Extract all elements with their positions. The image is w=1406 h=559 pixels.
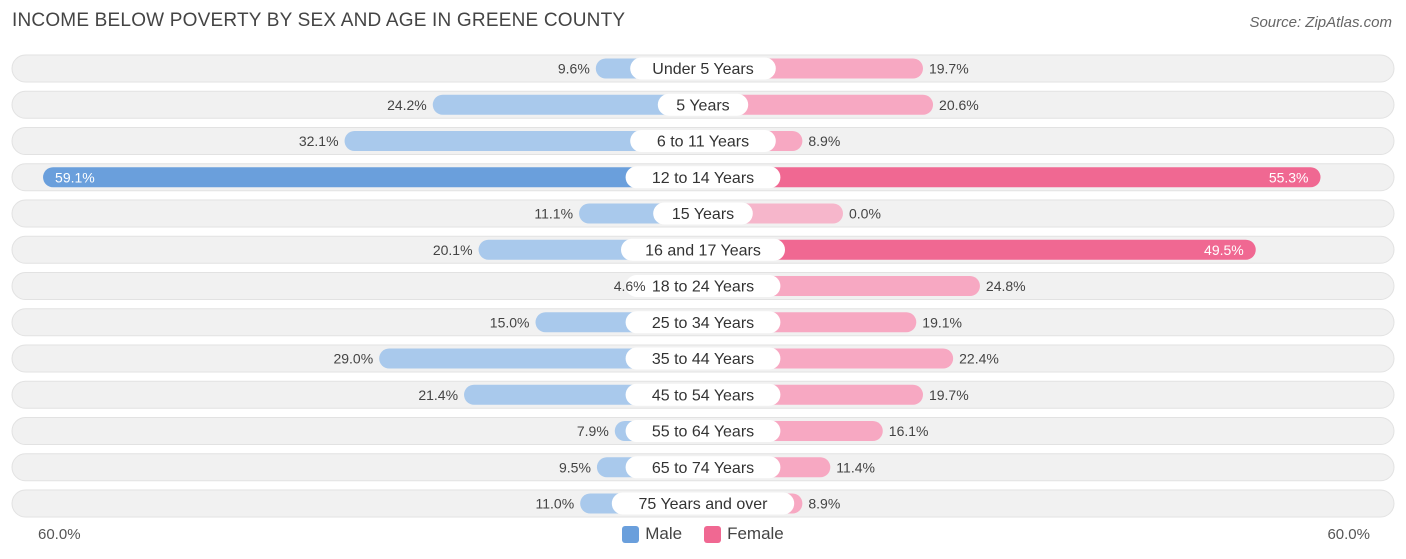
category-pill-6-to-11-years — [630, 130, 776, 152]
female-value-5-years: 20.6% — [939, 97, 979, 113]
female-value-75-years-and-over: 8.9% — [808, 496, 840, 512]
male-bar-12-to-14-years — [43, 167, 704, 188]
male-value-65-to-74-years: 9.5% — [559, 459, 591, 475]
bar-chart: Under 5 Years 9.6% 19.7% 5 Years 24.2% 20.6% 6… — [11, 54, 1395, 518]
male-value-35-to-44-years: 29.0% — [333, 351, 373, 367]
male-value-18-to-24-years: 4.6% — [614, 278, 646, 294]
category-label-25-to-34-years: 25 to 34 Years — [652, 315, 754, 332]
axis-left-label: 60.0% — [38, 526, 81, 543]
category-label-45-to-54-years: 45 to 54 Years — [652, 387, 754, 404]
category-label-65-to-74-years: 65 to 74 Years — [652, 460, 754, 477]
male-value-75-years-and-over: 11.0% — [535, 496, 574, 512]
male-value-55-to-64-years: 7.9% — [577, 423, 609, 439]
legend: Male Female — [0, 524, 1406, 544]
category-pill-18-to-24-years — [625, 275, 781, 297]
category-pill-75-years-and-over — [611, 492, 795, 515]
female-value-35-to-44-years: 22.4% — [959, 351, 999, 367]
category-label-12-to-14-years: 12 to 14 Years — [652, 170, 754, 187]
category-pill-55-to-64-years — [625, 420, 781, 442]
category-label-15-years: 15 Years — [672, 206, 734, 223]
female-value-25-to-34-years: 19.1% — [922, 314, 962, 330]
category-pill-65-to-74-years — [625, 456, 781, 479]
female-value-55-to-64-years: 16.1% — [889, 423, 929, 439]
legend-female-label: Female — [727, 524, 784, 543]
category-pill-25-to-34-years — [625, 311, 781, 334]
category-label-under-5-years: Under 5 Years — [652, 61, 753, 78]
category-pill-15-years — [653, 202, 753, 225]
female-bar-16-and-17-years — [703, 239, 1256, 260]
chart-title: INCOME BELOW POVERTY BY SEX AND AGE IN G… — [12, 10, 626, 31]
female-value-18-to-24-years: 24.8% — [986, 278, 1026, 294]
female-value-45-to-54-years: 19.7% — [929, 387, 969, 403]
axis-right-label: 60.0% — [1327, 526, 1370, 543]
category-pill-16-and-17-years — [621, 238, 785, 261]
male-value-5-years: 24.2% — [387, 97, 427, 113]
legend-male-label: Male — [645, 524, 683, 543]
female-bar-5-years — [703, 94, 934, 115]
category-pill-5-years — [657, 93, 749, 116]
male-bar-5-years — [432, 94, 703, 115]
category-pill-45-to-54-years — [625, 383, 781, 406]
female-swatch-icon — [704, 525, 722, 543]
female-value-15-years: 0.0% — [849, 206, 881, 222]
category-label-55-to-64-years: 55 to 64 Years — [652, 424, 754, 441]
female-value-12-to-14-years: 55.3% — [1269, 169, 1309, 185]
category-pill-under-5-years — [630, 57, 776, 80]
legend-item-female[interactable]: Female — [704, 524, 784, 544]
category-pill-35-to-44-years — [625, 347, 781, 370]
female-value-65-to-74-years: 11.4% — [836, 459, 875, 475]
category-label-6-to-11-years: 6 to 11 Years — [657, 134, 749, 151]
category-label-5-years: 5 Years — [676, 97, 729, 114]
source-credit: Source: ZipAtlas.com — [1249, 14, 1392, 31]
male-value-6-to-11-years: 32.1% — [299, 133, 339, 149]
female-value-16-and-17-years: 49.5% — [1204, 242, 1244, 258]
male-bar-35-to-44-years — [379, 348, 703, 369]
male-value-16-and-17-years: 20.1% — [433, 242, 473, 258]
male-value-45-to-54-years: 21.4% — [418, 387, 458, 403]
female-value-under-5-years: 19.7% — [929, 61, 969, 77]
male-value-15-years: 11.1% — [534, 206, 573, 222]
legend-item-male[interactable]: Male — [622, 524, 682, 544]
category-pill-12-to-14-years — [625, 166, 781, 189]
category-label-75-years-and-over: 75 Years and over — [639, 496, 769, 513]
male-value-under-5-years: 9.6% — [558, 61, 590, 77]
male-value-12-to-14-years: 59.1% — [55, 169, 95, 185]
category-label-18-to-24-years: 18 to 24 Years — [652, 279, 754, 296]
female-bar-12-to-14-years — [703, 167, 1321, 188]
male-bar-6-to-11-years — [344, 131, 703, 151]
category-label-35-to-44-years: 35 to 44 Years — [652, 351, 754, 368]
male-swatch-icon — [622, 525, 640, 543]
male-value-25-to-34-years: 15.0% — [490, 314, 530, 330]
category-label-16-and-17-years: 16 and 17 Years — [645, 242, 761, 259]
female-value-6-to-11-years: 8.9% — [808, 133, 840, 149]
